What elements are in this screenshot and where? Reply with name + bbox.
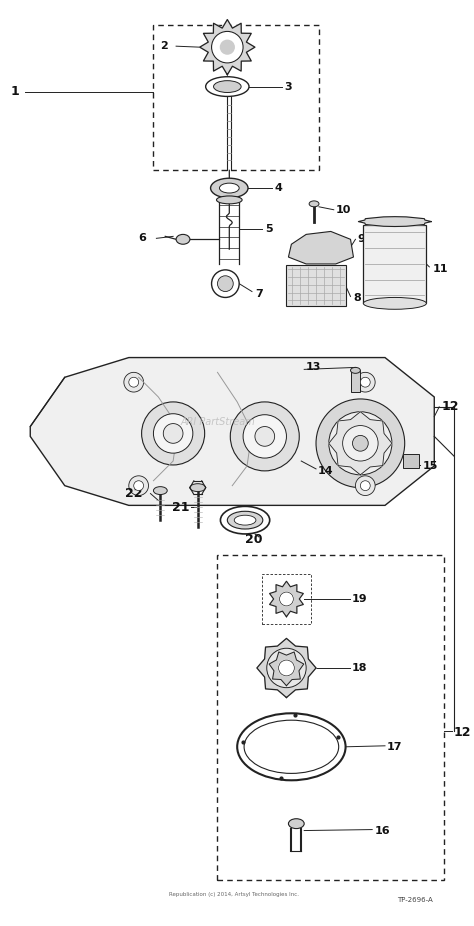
Circle shape <box>211 31 243 63</box>
Circle shape <box>211 269 239 297</box>
Text: ARI PartStream: ARI PartStream <box>180 417 255 427</box>
Ellipse shape <box>206 77 249 96</box>
Text: 7: 7 <box>255 289 263 298</box>
Polygon shape <box>270 582 303 617</box>
Text: 6: 6 <box>139 233 146 244</box>
Circle shape <box>134 481 144 491</box>
Ellipse shape <box>214 81 241 93</box>
Polygon shape <box>358 217 431 227</box>
Polygon shape <box>269 652 304 685</box>
Text: 4: 4 <box>274 183 283 194</box>
Ellipse shape <box>244 720 339 773</box>
Circle shape <box>142 402 205 465</box>
Bar <box>262 574 311 623</box>
Text: 20: 20 <box>245 533 263 546</box>
Ellipse shape <box>363 297 427 309</box>
Circle shape <box>220 40 234 54</box>
Circle shape <box>124 372 144 392</box>
Text: 1: 1 <box>10 85 19 98</box>
Circle shape <box>230 402 299 471</box>
Text: Republication (c) 2014, Artsyl Technologies Inc.: Republication (c) 2014, Artsyl Technolog… <box>169 892 299 897</box>
Circle shape <box>280 592 293 606</box>
Circle shape <box>360 481 370 491</box>
Bar <box>218 555 444 880</box>
Circle shape <box>356 372 375 392</box>
Text: TP-2696-A: TP-2696-A <box>397 896 432 903</box>
Polygon shape <box>329 412 392 475</box>
Text: 22: 22 <box>125 487 142 500</box>
Circle shape <box>267 648 306 688</box>
Text: 3: 3 <box>284 81 292 92</box>
Ellipse shape <box>219 183 239 193</box>
Ellipse shape <box>237 713 346 781</box>
Ellipse shape <box>289 819 304 829</box>
Text: 11: 11 <box>432 264 448 274</box>
Circle shape <box>129 377 139 387</box>
Text: 14: 14 <box>318 466 334 476</box>
Bar <box>403 454 419 468</box>
Ellipse shape <box>217 196 242 204</box>
Text: 15: 15 <box>422 461 438 471</box>
Circle shape <box>163 423 183 444</box>
Circle shape <box>154 414 193 453</box>
Polygon shape <box>30 357 434 506</box>
Circle shape <box>356 476 375 495</box>
Text: 21: 21 <box>172 501 190 514</box>
Polygon shape <box>257 638 316 697</box>
Circle shape <box>343 426 378 461</box>
Text: 8: 8 <box>354 294 361 304</box>
Bar <box>154 24 319 170</box>
Text: 9: 9 <box>357 234 365 244</box>
Ellipse shape <box>190 483 206 492</box>
Polygon shape <box>200 19 255 75</box>
Circle shape <box>255 427 274 446</box>
Bar <box>363 224 427 304</box>
Ellipse shape <box>154 487 167 494</box>
Ellipse shape <box>220 507 270 534</box>
Text: 18: 18 <box>352 663 367 673</box>
Circle shape <box>316 399 405 488</box>
Circle shape <box>243 415 286 458</box>
Circle shape <box>353 435 368 451</box>
Ellipse shape <box>210 178 248 198</box>
Circle shape <box>329 412 392 475</box>
Circle shape <box>129 476 148 495</box>
Ellipse shape <box>176 234 190 244</box>
Text: 2: 2 <box>160 41 168 51</box>
Text: 12: 12 <box>441 400 459 413</box>
Text: 17: 17 <box>387 742 402 752</box>
Text: 16: 16 <box>375 826 391 835</box>
Ellipse shape <box>234 515 256 525</box>
Text: 5: 5 <box>265 224 273 234</box>
Bar <box>286 265 346 307</box>
Circle shape <box>218 276 233 292</box>
Ellipse shape <box>309 201 319 206</box>
Text: 12: 12 <box>454 725 472 739</box>
Text: 19: 19 <box>352 594 367 604</box>
Circle shape <box>360 377 370 387</box>
Circle shape <box>279 660 294 676</box>
Text: 13: 13 <box>306 362 321 372</box>
Polygon shape <box>289 232 354 264</box>
Ellipse shape <box>350 368 360 373</box>
Ellipse shape <box>228 511 263 529</box>
Text: 10: 10 <box>336 205 351 215</box>
Bar <box>350 370 360 392</box>
